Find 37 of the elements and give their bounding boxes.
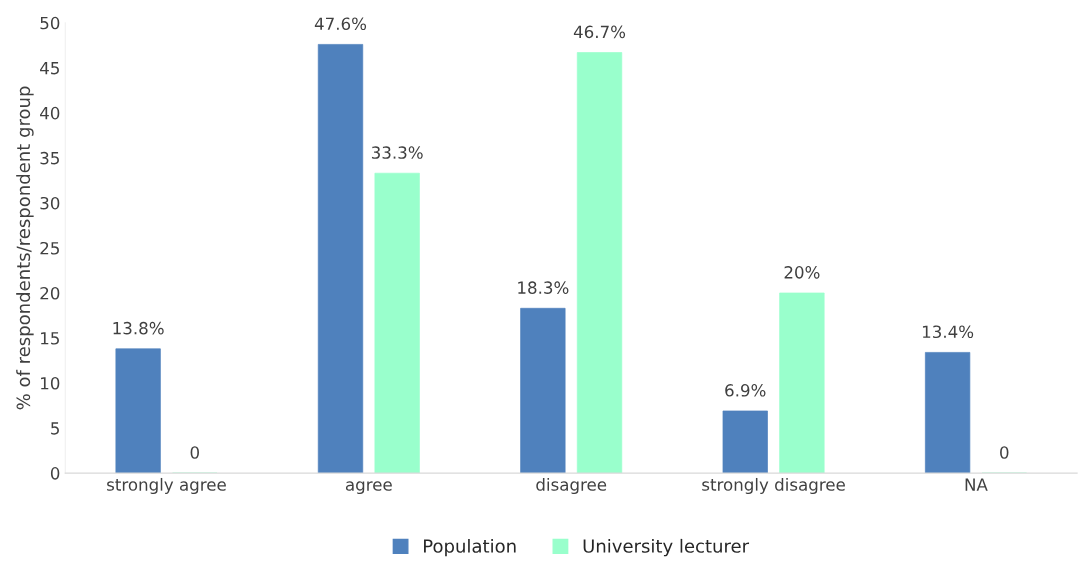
data-label: 46.7% — [573, 25, 626, 39]
y-axis-title: % of respondents/respondent group — [16, 86, 34, 410]
y-tick-label: 25 — [40, 241, 59, 255]
y-tick-label: 30 — [40, 196, 60, 210]
legend-label: University lecturer — [583, 538, 750, 557]
bar — [317, 44, 364, 474]
bar — [374, 172, 420, 474]
y-tick-label: 45 — [40, 62, 59, 75]
data-label: 13.8% — [113, 321, 164, 335]
x-tick-label: disagree — [536, 477, 607, 495]
x-tick-label: strongly agree — [107, 477, 226, 495]
data-label: 47.6% — [314, 17, 367, 31]
x-tick-label: agree — [345, 481, 392, 495]
data-label: 0 — [190, 446, 199, 459]
bar — [722, 410, 768, 474]
bar — [924, 352, 971, 474]
data-label: 0 — [1000, 446, 1009, 459]
y-tick-label: 20 — [40, 286, 60, 300]
y-tick-label: 15 — [41, 332, 59, 345]
data-label: 6.9% — [725, 384, 766, 397]
data-label: 13.4% — [922, 325, 974, 339]
bar — [576, 52, 623, 474]
bar — [779, 292, 825, 474]
legend-label: Population — [424, 538, 516, 557]
y-tick-label: 35 — [40, 151, 59, 165]
x-tick-label: strongly disagree — [702, 477, 845, 495]
y-tick-label: 5 — [51, 422, 59, 435]
bar — [520, 307, 566, 474]
data-label: 20% — [784, 266, 820, 279]
data-label: 33.3% — [371, 146, 423, 159]
data-label: 18.3% — [518, 281, 569, 294]
x-tick-label: NA — [965, 478, 988, 491]
bar — [115, 348, 161, 474]
y-tick-label: 50 — [40, 16, 60, 30]
y-tick-label: 0 — [50, 467, 60, 480]
y-tick-label: 40 — [40, 106, 60, 120]
y-tick-label: 10 — [41, 377, 60, 390]
